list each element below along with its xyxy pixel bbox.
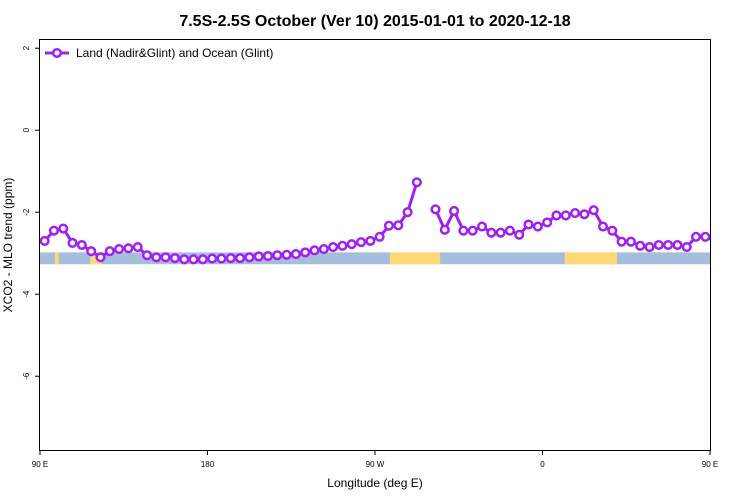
- data-point: [272, 250, 283, 261]
- data-point: [663, 239, 674, 251]
- data-point: [607, 225, 618, 236]
- data-point: [235, 253, 246, 264]
- data-point: [244, 252, 255, 263]
- x-tick-label: 90 W: [366, 460, 385, 469]
- data-point: [374, 231, 385, 242]
- data-point: [39, 235, 50, 246]
- land-band-segment: [564, 252, 617, 265]
- data-point: [672, 239, 683, 251]
- data-point: [690, 231, 702, 242]
- data-point: [76, 239, 87, 251]
- data-point: [523, 219, 534, 230]
- data-point: [365, 235, 376, 246]
- data-point: [393, 220, 404, 231]
- y-tick-label: -2: [22, 208, 31, 216]
- data-point: [216, 253, 227, 264]
- data-point: [551, 210, 562, 221]
- data-point: [616, 236, 627, 247]
- data-point: [449, 205, 460, 217]
- legend: Land (Nadir&Glint) and Ocean (Glint): [45, 46, 273, 60]
- data-point: [532, 221, 543, 232]
- data-point: [486, 227, 497, 238]
- data-point: [625, 236, 636, 247]
- data-point: [346, 239, 357, 250]
- data-point: [476, 221, 488, 232]
- data-point: [58, 223, 69, 234]
- data-point: [132, 242, 143, 253]
- data-point: [653, 239, 664, 251]
- series-layer: [39, 177, 711, 265]
- data-point: [309, 245, 320, 256]
- chart-title: 7.5S-2.5S October (Ver 10) 2015-01-01 to…: [179, 13, 570, 30]
- data-point: [681, 242, 692, 253]
- data-point: [141, 250, 153, 261]
- data-point: [225, 253, 236, 264]
- x-axis: 90 E 180 90 W 0 90 E: [32, 450, 718, 469]
- data-point: [430, 204, 441, 215]
- data-point: [495, 227, 506, 238]
- data-point: [467, 225, 478, 236]
- data-point: [597, 221, 609, 232]
- y-tick-label: -6: [22, 372, 31, 380]
- data-point: [635, 240, 646, 251]
- x-tick-label: 0: [540, 460, 545, 469]
- land-band-segment: [54, 252, 59, 265]
- data-point: [151, 252, 162, 263]
- surface-band: [40, 252, 710, 265]
- data-point: [458, 225, 469, 236]
- data-point: [439, 224, 450, 235]
- data-point: [67, 237, 78, 248]
- data-point: [383, 220, 395, 231]
- data-point: [95, 252, 106, 263]
- data-point: [188, 254, 199, 265]
- data-point: [300, 247, 311, 258]
- x-tick-label: 90 E: [32, 460, 48, 469]
- data-point: [700, 231, 711, 242]
- data-point: [169, 253, 180, 264]
- x-tick-label: 180: [201, 460, 215, 469]
- data-point: [579, 209, 590, 220]
- legend-label: Land (Nadir&Glint) and Ocean (Glint): [76, 46, 273, 60]
- y-tick-label: -4: [22, 290, 31, 298]
- land-band-segment: [389, 252, 441, 265]
- data-point: [262, 251, 274, 262]
- data-point: [570, 207, 581, 219]
- data-point: [179, 254, 190, 265]
- y-axis: 2 0 -2 -4 -6: [22, 45, 40, 380]
- data-point: [160, 252, 171, 263]
- data-point: [281, 249, 292, 260]
- data-point: [411, 177, 422, 188]
- data-point: [290, 248, 301, 260]
- data-point: [542, 217, 553, 228]
- data-point: [318, 244, 329, 255]
- data-point: [253, 251, 264, 262]
- ocean-band: [40, 252, 710, 265]
- data-point: [337, 240, 348, 251]
- data-point: [86, 246, 97, 257]
- data-point: [402, 207, 413, 218]
- x-axis-label: Longitude (deg E): [327, 476, 422, 490]
- data-point: [328, 242, 339, 253]
- data-point: [207, 253, 218, 264]
- y-tick-label: 0: [22, 127, 31, 132]
- data-point: [504, 225, 515, 236]
- y-axis-label: XCO2 - MLO trend (ppm): [1, 178, 15, 313]
- x-tick-label: 90 E: [702, 460, 718, 469]
- data-point: [355, 237, 367, 248]
- data-point: [588, 205, 599, 216]
- data-point: [48, 225, 60, 236]
- data-point: [123, 243, 134, 254]
- legend-marker: [51, 47, 63, 59]
- y-tick-label: 2: [22, 45, 31, 50]
- data-point: [104, 246, 115, 257]
- data-point: [197, 254, 208, 265]
- data-point: [644, 242, 655, 253]
- data-point: [114, 244, 125, 255]
- data-point: [514, 229, 525, 240]
- data-point: [560, 210, 571, 221]
